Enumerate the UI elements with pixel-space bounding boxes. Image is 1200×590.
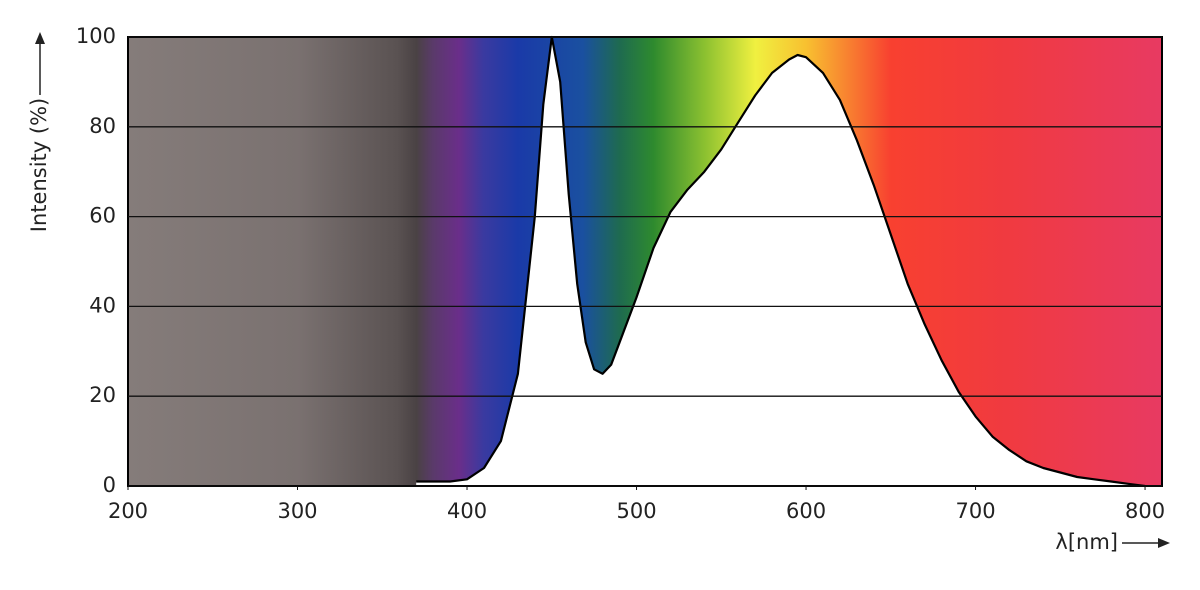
y-tick-label: 60	[89, 204, 116, 228]
area-fill	[416, 37, 1146, 486]
y-tick-label: 80	[89, 114, 116, 138]
x-tick-label: 400	[447, 499, 487, 523]
y-tick-label: 20	[89, 383, 116, 407]
y-tick-label: 0	[103, 473, 116, 497]
x-tick-label: 200	[108, 499, 148, 523]
x-tick-label: 300	[277, 499, 317, 523]
x-tick-label: 500	[616, 499, 656, 523]
x-axis-label: λ[nm]	[1055, 530, 1118, 554]
y-axis-label: Intensity (%)	[27, 98, 51, 232]
y-tick-label: 100	[76, 24, 116, 48]
y-axis-arrowhead	[35, 32, 45, 44]
x-tick-label: 700	[955, 499, 995, 523]
x-tick-label: 600	[786, 499, 826, 523]
x-axis-arrowhead	[1158, 538, 1170, 548]
x-tick-label: 800	[1125, 499, 1165, 523]
y-tick-label: 40	[89, 293, 116, 317]
spectrum-line	[416, 35, 1146, 488]
